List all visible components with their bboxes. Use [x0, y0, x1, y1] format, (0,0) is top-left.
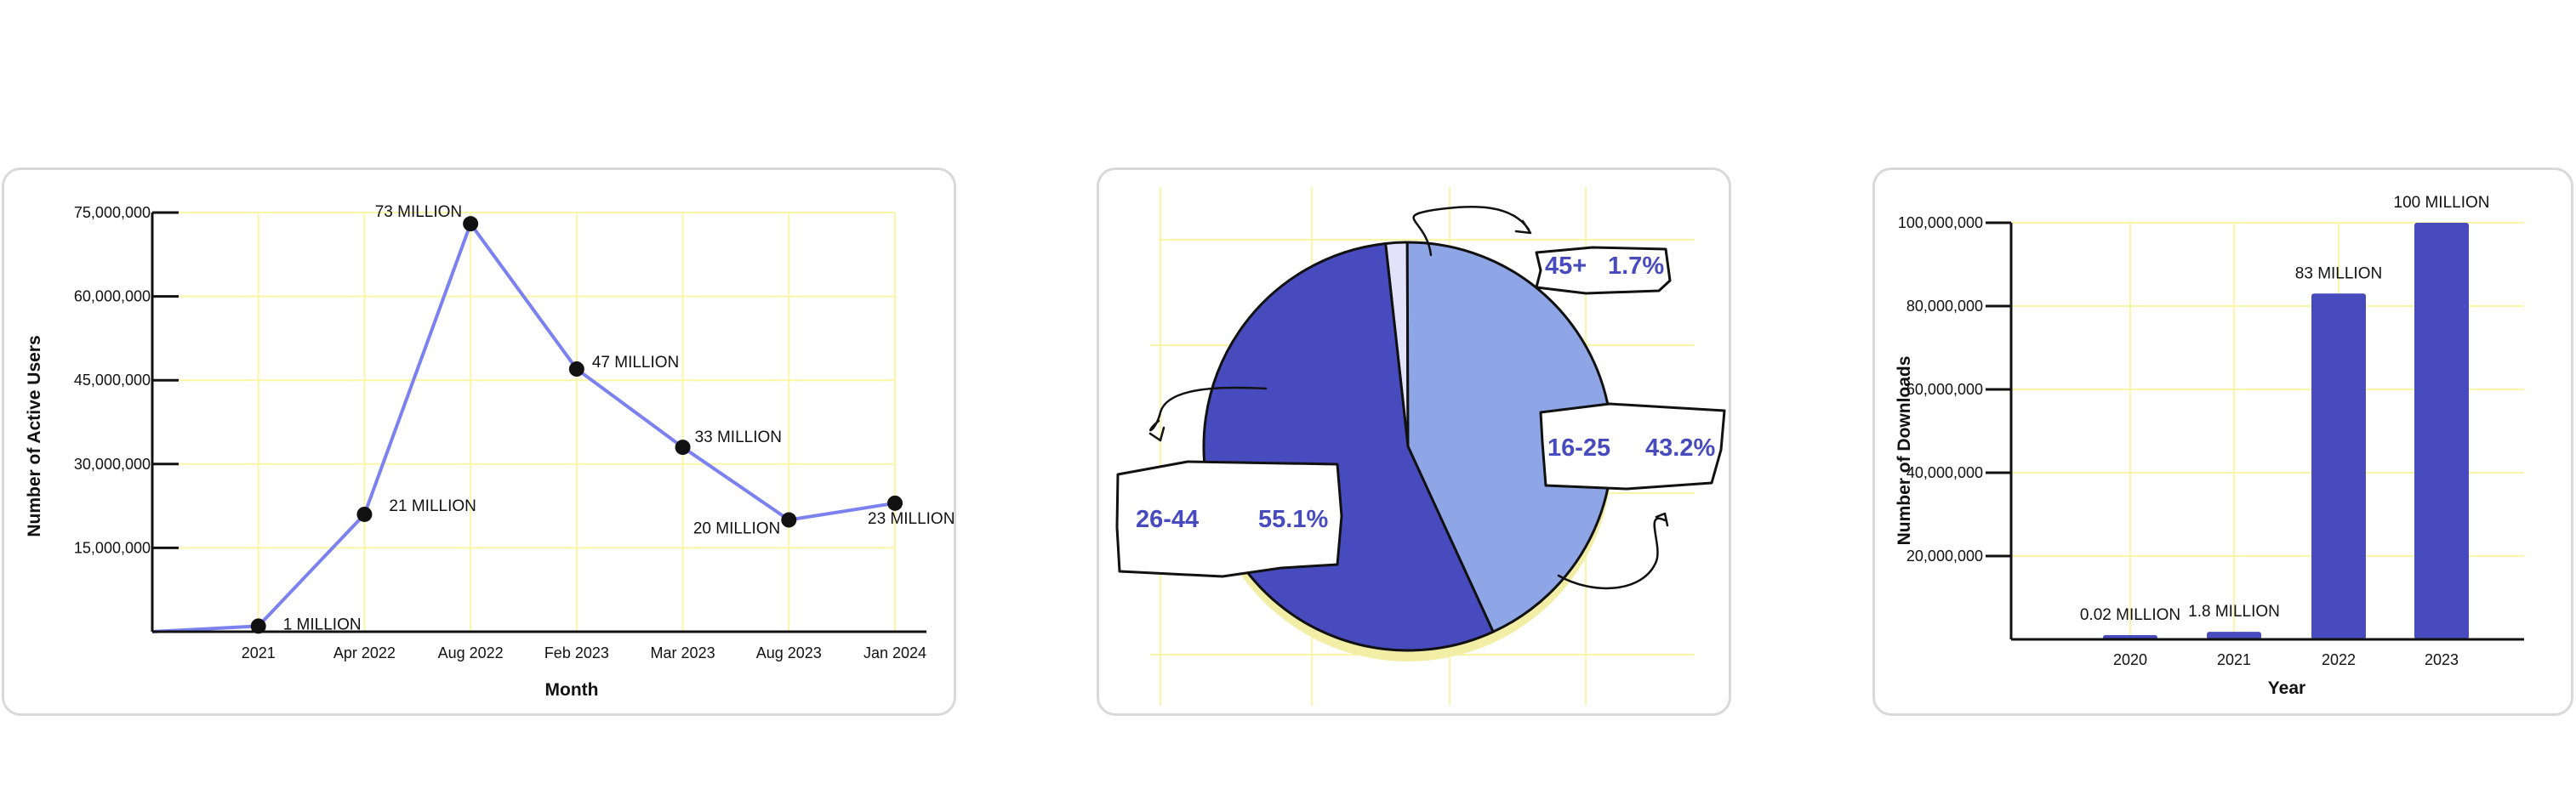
line-point-label-feb-2023: 47 MILLION — [592, 354, 679, 372]
line-point-jan-2024 — [887, 495, 903, 511]
bar-value-label-2021: 1.8 MILLION — [2188, 603, 2280, 621]
line-point-mar-2023 — [675, 440, 691, 456]
bar-chart-y-ticks: 20,000,000 40,000,000 60,000,000 80,000,000… — [1898, 214, 2011, 565]
arrow-26-44-icon — [1148, 386, 1268, 442]
line-y-tick-label: 75,000,000 — [74, 204, 151, 221]
bar-chart-bars — [2103, 223, 2469, 639]
bar-chart: 20,000,000 40,000,000 60,000,000 80,000,000… — [1895, 194, 2524, 698]
line-x-tick-aug-2023: Aug 2023 — [756, 644, 822, 661]
bar-chart-faint-title — [1872, 87, 2573, 128]
arrow-16-25-icon — [1557, 512, 1669, 590]
line-x-tick-aug-2022: Aug 2022 — [438, 644, 504, 661]
arrow-45plus-icon — [1412, 205, 1532, 257]
line-y-tick-label: 45,000,000 — [74, 372, 151, 389]
line-point-2021 — [250, 618, 266, 634]
line-x-tick-jan-2024: Jan 2024 — [863, 644, 926, 661]
line-point-aug-2023 — [781, 512, 797, 528]
line-x-tick-2021: 2021 — [242, 644, 276, 661]
line-chart-card: 15,000,000 30,000,000 45,000,000 60,000,000… — [2, 167, 956, 716]
line-x-tick-apr-2022: Apr 2022 — [333, 644, 396, 661]
line-chart-x-axis-label: Month — [545, 680, 599, 700]
pie-label-16-25: 16-25 — [1547, 434, 1610, 462]
bar-2022 — [2311, 293, 2366, 639]
pie-slice-16-25 — [1405, 241, 1614, 633]
line-point-label-aug-2022: 73 MILLION — [375, 203, 462, 221]
bar-chart-x-ticks: 2020 2021 2022 2023 — [2113, 651, 2459, 668]
line-chart-y-axis-label: Number of Active Users — [25, 335, 44, 536]
bar-y-tick-label: 60,000,000 — [1906, 381, 1983, 398]
pie-value-26-44: 55.1% — [1258, 506, 1328, 533]
line-y-tick-label: 15,000,000 — [74, 539, 151, 556]
line-point-apr-2022 — [356, 506, 373, 522]
callout-16-25 — [1539, 402, 1726, 491]
line-y-tick-label: 60,000,000 — [74, 288, 151, 305]
bar-chart-y-axis-label: Number of Downloads — [1895, 356, 1914, 546]
pie-chart-card: 45+ 1.7% 26-44 55.1% 16-25 43.2% — [1097, 167, 1731, 716]
line-y-tick-label: 30,000,000 — [74, 456, 151, 473]
line-chart-grid — [152, 212, 896, 632]
bar-chart-x-axis-label: Year — [2268, 678, 2305, 698]
bar-y-tick-label: 80,000,000 — [1906, 298, 1983, 315]
bar-x-tick-2022: 2022 — [2322, 651, 2356, 668]
line-chart: 15,000,000 30,000,000 45,000,000 60,000,000… — [25, 203, 955, 700]
line-point-label-2021: 1 MILLION — [283, 616, 362, 633]
bar-chart-card: 20,000,000 40,000,000 60,000,000 80,000,000… — [1872, 167, 2573, 716]
bar-x-tick-2021: 2021 — [2217, 651, 2251, 668]
pie-value-45plus: 1.7% — [1608, 253, 1664, 280]
bar-y-tick-label: 20,000,000 — [1906, 548, 1983, 565]
bar-y-tick-label: 100,000,000 — [1898, 214, 1983, 231]
bar-value-label-2023: 100 MILLION — [2394, 194, 2490, 212]
line-chart-faint-title — [2, 87, 956, 128]
callout-26-44 — [1115, 460, 1343, 578]
bar-x-tick-2023: 2023 — [2425, 651, 2459, 668]
line-point-feb-2023 — [568, 361, 584, 377]
line-point-label-aug-2023: 20 MILLION — [693, 520, 780, 538]
bar-chart-value-labels: 0.02 MILLION 1.8 MILLION 83 MILLION 100 MIL… — [2080, 194, 2490, 624]
line-point-label-apr-2022: 21 MILLION — [389, 497, 476, 515]
active-users-series-line — [151, 222, 896, 633]
line-chart-points: 1 MILLION 21 MILLION 73 MILLION 47 MILLION 3… — [250, 203, 955, 634]
bar-2023 — [2414, 223, 2469, 639]
line-chart-y-ticks: 15,000,000 30,000,000 45,000,000 60,000,000… — [74, 204, 179, 556]
bar-value-label-2020: 0.02 MILLION — [2080, 606, 2180, 624]
pie-chart-faint-title — [1097, 87, 1731, 128]
pie-label-45plus: 45+ — [1545, 253, 1587, 280]
bar-2021 — [2207, 632, 2261, 639]
line-point-label-mar-2023: 33 MILLION — [695, 429, 782, 446]
line-point-aug-2022 — [463, 216, 479, 232]
pie-label-26-44: 26-44 — [1136, 506, 1199, 533]
pie-value-16-25: 43.2% — [1645, 434, 1715, 462]
pie-chart: 45+ 1.7% 26-44 55.1% 16-25 43.2% — [1115, 187, 1726, 706]
bar-y-tick-label: 40,000,000 — [1906, 464, 1983, 481]
line-point-label-jan-2024: 23 MILLION — [868, 510, 955, 528]
line-chart-x-ticks: 2021 Apr 2022 Aug 2022 Feb 2023 Mar 2023 Aug … — [242, 644, 926, 661]
line-x-tick-mar-2023: Mar 2023 — [651, 644, 715, 661]
bar-value-label-2022: 83 MILLION — [2295, 264, 2382, 282]
callout-45plus — [1535, 246, 1672, 295]
line-x-tick-feb-2023: Feb 2023 — [544, 644, 609, 661]
bar-x-tick-2020: 2020 — [2113, 651, 2147, 668]
